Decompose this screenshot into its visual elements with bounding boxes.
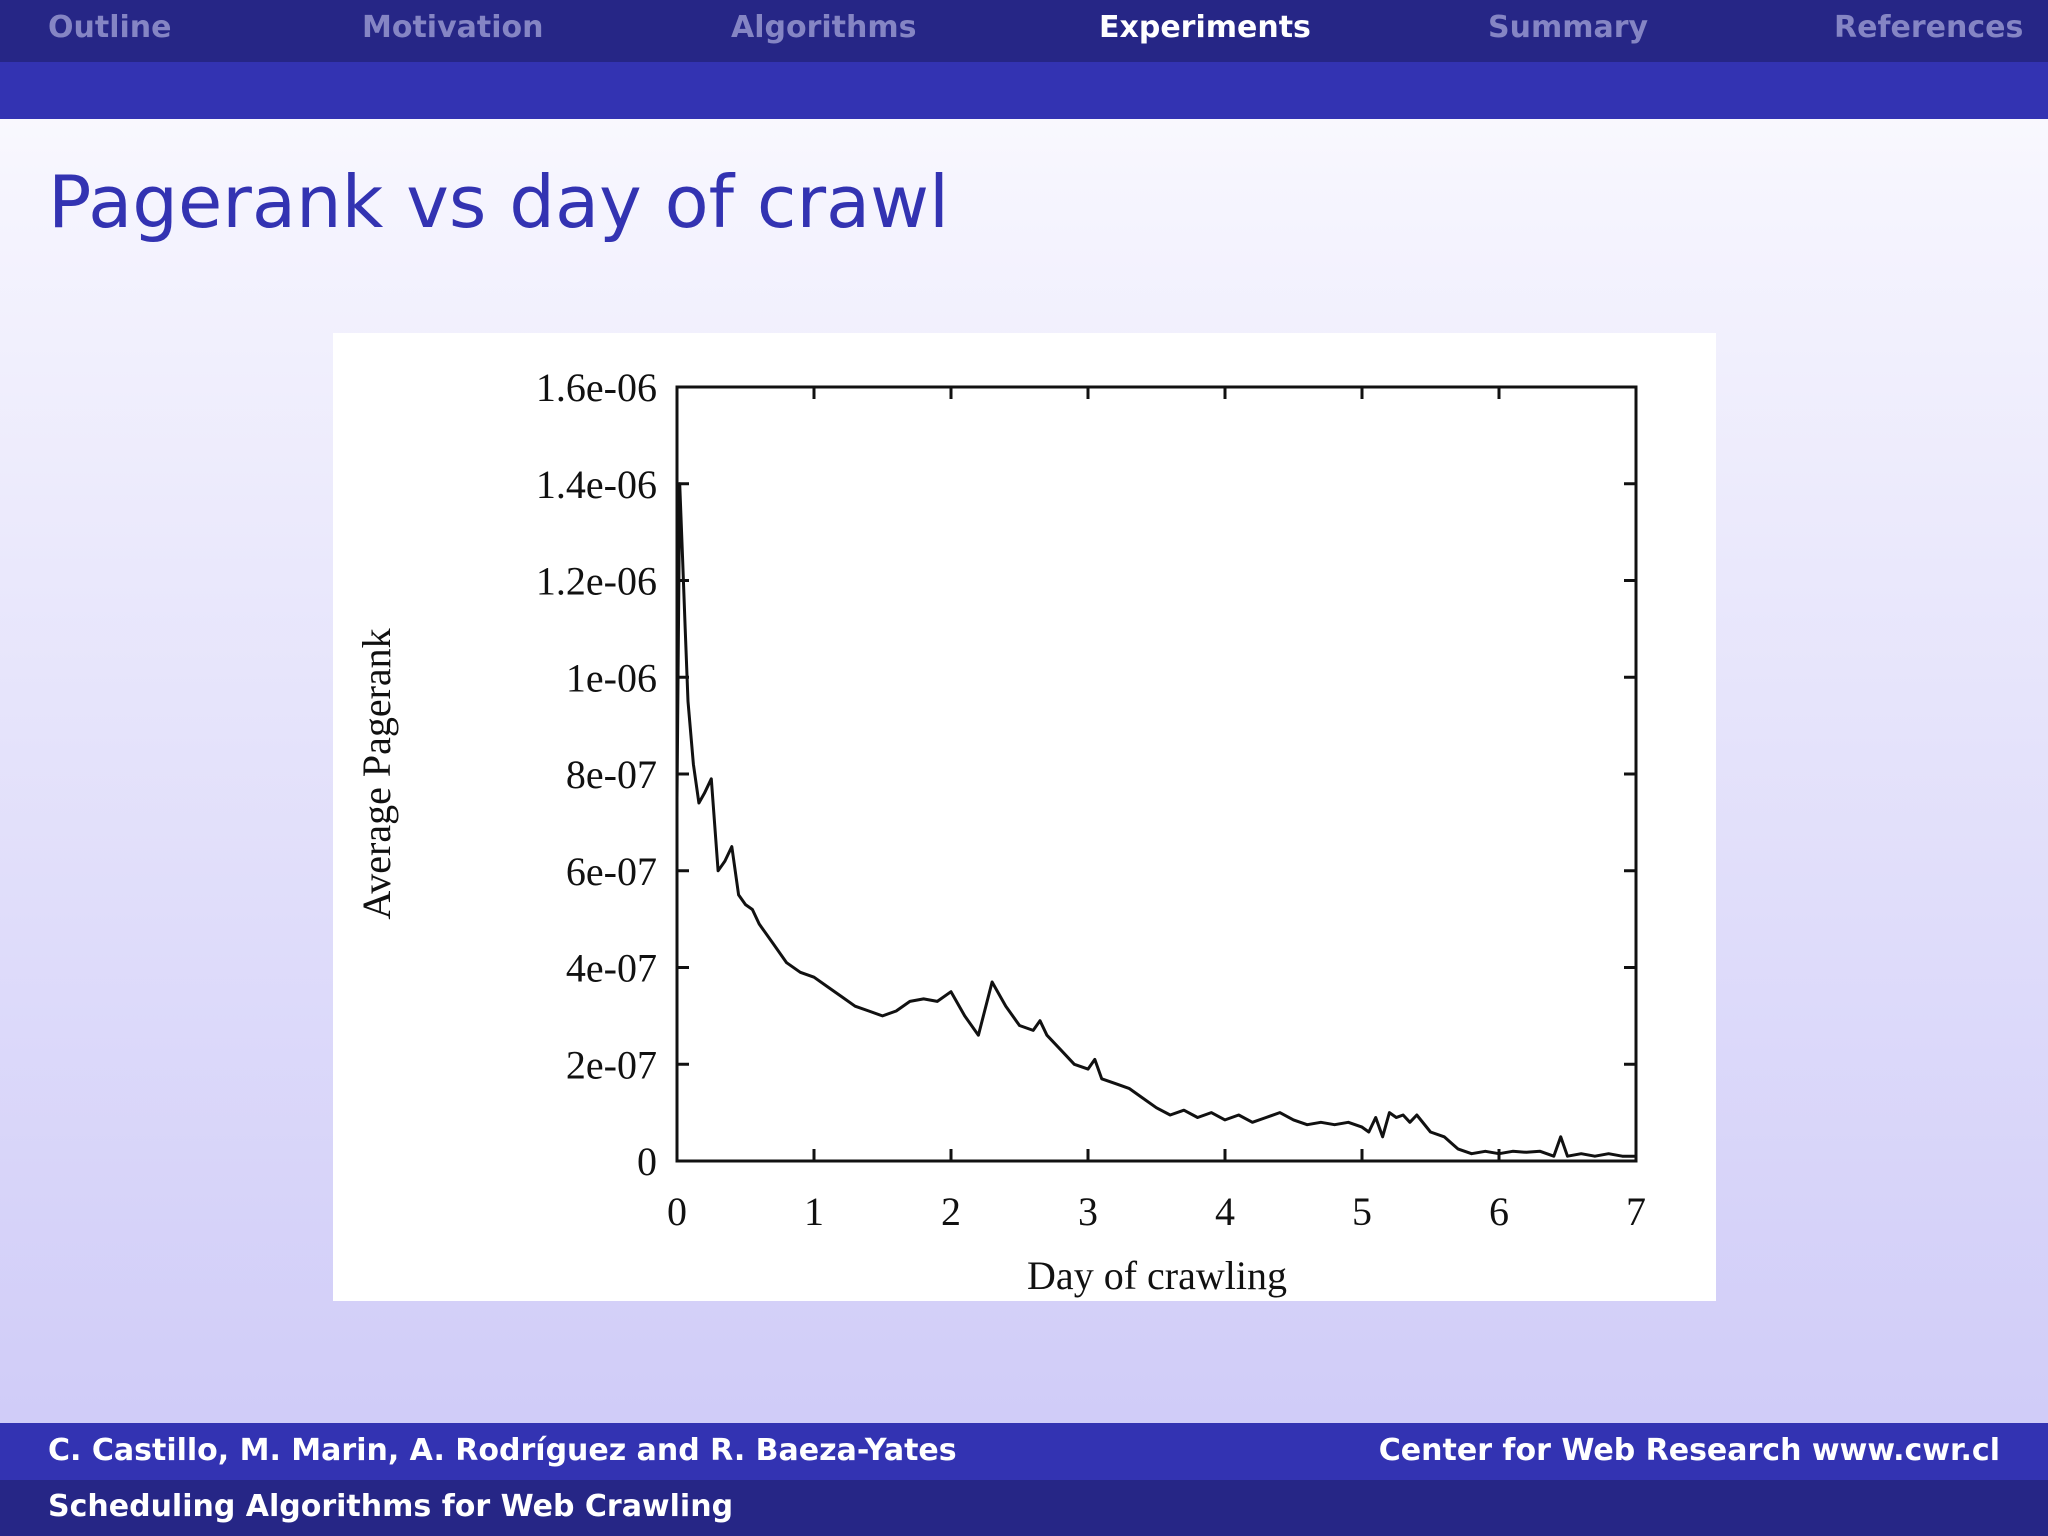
y-tick-label: 1.2e-06	[536, 559, 657, 604]
pagerank-line-chart: 0 1 2 3 4 5 6 7 0 2e-07 4e-07 6e-07 8e-07 1e-06 1.2e-…	[354, 365, 1646, 1298]
footer-talk-title: Scheduling Algorithms for Web Crawling	[48, 1489, 734, 1524]
y-tick-label: 2e-07	[566, 1042, 657, 1087]
y-tick-label: 0	[637, 1139, 657, 1184]
x-tick-label: 7	[1626, 1189, 1646, 1234]
nav-item-motivation[interactable]: Motivation	[362, 10, 544, 45]
x-tick-labels: 0 1 2 3 4 5 6 7	[667, 1189, 1646, 1234]
nav-item-algorithms[interactable]: Algorithms	[731, 10, 917, 45]
x-tick-label: 6	[1489, 1189, 1509, 1234]
series-line-average-pagerank	[675, 482, 1636, 1158]
footer-author-bar: C. Castillo, M. Marin, A. Rodríguez and …	[0, 1423, 2048, 1480]
y-tick-label: 1.6e-06	[536, 365, 657, 410]
x-tick-label: 5	[1352, 1189, 1372, 1234]
nav-item-experiments[interactable]: Experiments	[1099, 10, 1311, 45]
plot-frame	[675, 385, 1638, 1163]
footer-institution: Center for Web Research www.cwr.cl	[1378, 1433, 2000, 1468]
x-axis-label: Day of crawling	[1027, 1253, 1287, 1298]
y-tick-label: 6e-07	[566, 849, 657, 894]
nav-item-references[interactable]: References	[1834, 10, 2024, 45]
y-tick-label: 8e-07	[566, 752, 657, 797]
y-tick-label: 1.4e-06	[536, 462, 657, 507]
nav-item-outline[interactable]: Outline	[48, 10, 172, 45]
y-tick-label: 4e-07	[566, 946, 657, 991]
subsection-bar	[0, 62, 2048, 119]
x-tick-label: 3	[1078, 1189, 1098, 1234]
footer-authors: C. Castillo, M. Marin, A. Rodríguez and …	[48, 1433, 957, 1468]
section-navigation-bar: Outline Motivation Algorithms Experiment…	[0, 0, 2048, 62]
y-tick-labels: 0 2e-07 4e-07 6e-07 8e-07 1e-06 1.2e-06 1.4e-06…	[536, 365, 657, 1184]
x-tick-label: 2	[941, 1189, 961, 1234]
y-tick-label: 1e-06	[566, 655, 657, 700]
footer-title-bar: Scheduling Algorithms for Web Crawling	[0, 1480, 2048, 1536]
pagerank-chart-figure: 0 1 2 3 4 5 6 7 0 2e-07 4e-07 6e-07 8e-07 1e-06 1.2e-…	[333, 333, 1716, 1301]
y-axis-label: Average Pagerank	[354, 628, 399, 919]
frame-title: Pagerank vs day of crawl	[48, 160, 950, 244]
x-tick-label: 1	[804, 1189, 824, 1234]
x-tick-label: 4	[1215, 1189, 1235, 1234]
x-tick-label: 0	[667, 1189, 687, 1234]
axis-ticks	[675, 385, 1638, 1163]
nav-item-summary[interactable]: Summary	[1488, 10, 1649, 45]
